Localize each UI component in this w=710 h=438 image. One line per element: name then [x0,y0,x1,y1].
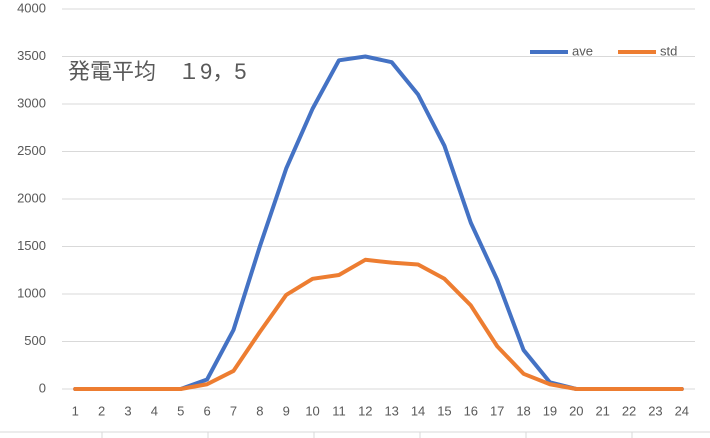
x-tick-label: 20 [569,403,583,418]
x-tick-label: 11 [332,403,346,418]
x-tick-label: 1 [72,403,79,418]
y-tick-label: 2000 [17,190,46,205]
y-tick-label: 3500 [17,48,46,63]
x-tick-label: 10 [305,403,319,418]
x-tick-label: 15 [437,403,451,418]
x-tick-label: 19 [543,403,557,418]
y-tick-label: 4000 [17,0,46,15]
y-tick-label: 1500 [17,238,46,253]
x-tick-label: 14 [411,403,425,418]
y-tick-label: 3000 [17,95,46,110]
x-tick-label: 22 [622,403,636,418]
x-tick-label: 4 [151,403,158,418]
x-tick-label: 16 [464,403,478,418]
x-tick-label: 8 [256,403,263,418]
x-tick-label: 17 [490,403,504,418]
y-tick-label: 2500 [17,143,46,158]
x-tick-label: 6 [203,403,210,418]
y-tick-label: 1000 [17,285,46,300]
x-tick-label: 13 [384,403,398,418]
series-line [73,257,684,391]
y-tick-label: 500 [24,333,46,348]
x-tick-label: 23 [648,403,662,418]
x-tick-label: 24 [675,403,689,418]
x-tick-label: 21 [595,403,609,418]
secondary-axis [0,431,710,438]
x-tick-label: 12 [358,403,372,418]
x-tick-label: 2 [98,403,105,418]
x-tick-label: 5 [177,403,184,418]
x-tick-label: 3 [124,403,131,418]
legend-label: std [660,43,677,58]
x-tick-label: 9 [283,403,290,418]
series-line [73,54,684,391]
annotation: 発電平均 １9，5 [68,59,246,84]
y-tick-label: 0 [39,380,46,395]
x-tick-label: 7 [230,403,237,418]
x-tick-label: 18 [516,403,530,418]
legend-label: ave [572,43,593,58]
